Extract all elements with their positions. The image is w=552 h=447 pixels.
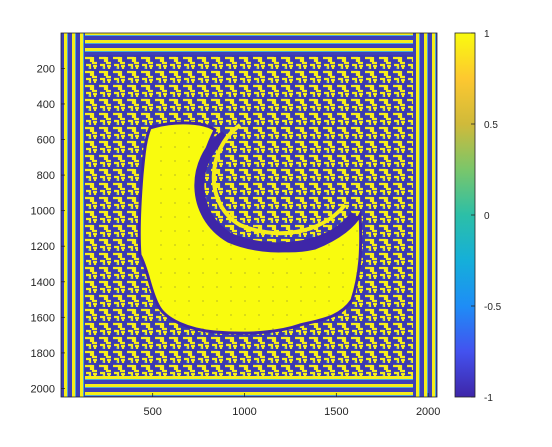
y-tick-label: 600 bbox=[37, 135, 55, 147]
inner-labyrinth bbox=[227, 115, 337, 215]
y-axis: 200 400 600 800 1000 1200 1400 1600 1800 2000 bbox=[31, 63, 65, 395]
y-tick-label: 1000 bbox=[31, 206, 55, 218]
x-tick-label: 1500 bbox=[324, 406, 348, 418]
axes-box bbox=[60, 32, 438, 398]
y-tick-label: 800 bbox=[37, 170, 55, 182]
y-tick-label: 200 bbox=[37, 63, 55, 75]
y-tick-label: 2000 bbox=[31, 383, 55, 395]
heatmap-field bbox=[61, 33, 437, 397]
x-tick-label: 2000 bbox=[416, 406, 440, 418]
x-tick-label: 500 bbox=[143, 406, 161, 418]
colorbar-tick-label: -1 bbox=[484, 393, 493, 404]
y-tick-label: 400 bbox=[37, 99, 55, 111]
colorbar-tick-label: 1 bbox=[484, 29, 490, 40]
y-tick-label: 1200 bbox=[31, 241, 55, 253]
x-axis: 500 1000 1500 2000 bbox=[143, 393, 440, 418]
colorbar: 1 0.5 0 -0.5 -1 bbox=[454, 29, 502, 404]
colorbar-tick-label: 0.5 bbox=[484, 120, 498, 131]
y-tick-label: 1800 bbox=[31, 348, 55, 360]
y-tick-label: 1400 bbox=[31, 277, 55, 289]
x-tick-label: 1000 bbox=[232, 406, 256, 418]
colorbar-tick-label: 0 bbox=[484, 211, 490, 222]
y-tick-label: 1600 bbox=[31, 312, 55, 324]
colorbar-tick-label: -0.5 bbox=[484, 302, 502, 313]
spiral-arc bbox=[194, 130, 360, 253]
